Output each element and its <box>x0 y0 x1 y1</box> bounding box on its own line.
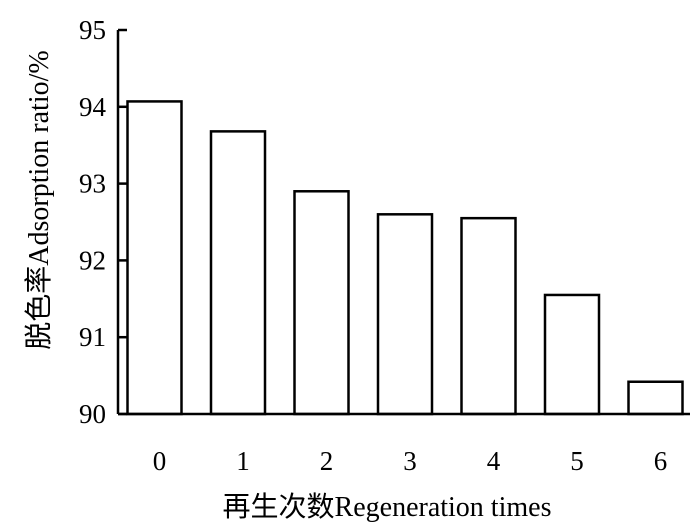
y-tick-label: 94 <box>79 92 107 122</box>
y-axis-ticks: 90 91 92 93 94 95 <box>79 15 127 429</box>
bar-2 <box>293 190 350 416</box>
x-tick-label: 5 <box>570 446 584 476</box>
y-tick-label: 91 <box>79 322 106 352</box>
y-tick-label: 93 <box>79 169 106 199</box>
y-tick-label: 90 <box>79 399 106 429</box>
x-tick-label: 0 <box>153 446 167 476</box>
bar-1 <box>209 130 267 416</box>
y-axis-title: 脱色率Adsorption ratio/% <box>23 50 55 349</box>
bars-group <box>126 100 684 416</box>
x-tick-label: 1 <box>236 446 250 476</box>
x-tick-label: 2 <box>320 446 334 476</box>
x-axis-title: 再生次数Regeneration times <box>223 491 552 523</box>
y-tick-label: 95 <box>79 15 106 45</box>
bar-4 <box>460 216 517 416</box>
x-axis-ticks: 0 1 2 3 4 5 6 <box>153 446 668 476</box>
bar-5 <box>543 293 601 416</box>
bar-3 <box>376 213 434 416</box>
x-tick-label: 6 <box>654 446 668 476</box>
bar-6 <box>627 380 684 416</box>
x-tick-label: 4 <box>487 446 501 476</box>
y-tick-label: 92 <box>79 245 106 275</box>
x-tick-label: 3 <box>403 446 417 476</box>
bar-0 <box>126 100 183 416</box>
